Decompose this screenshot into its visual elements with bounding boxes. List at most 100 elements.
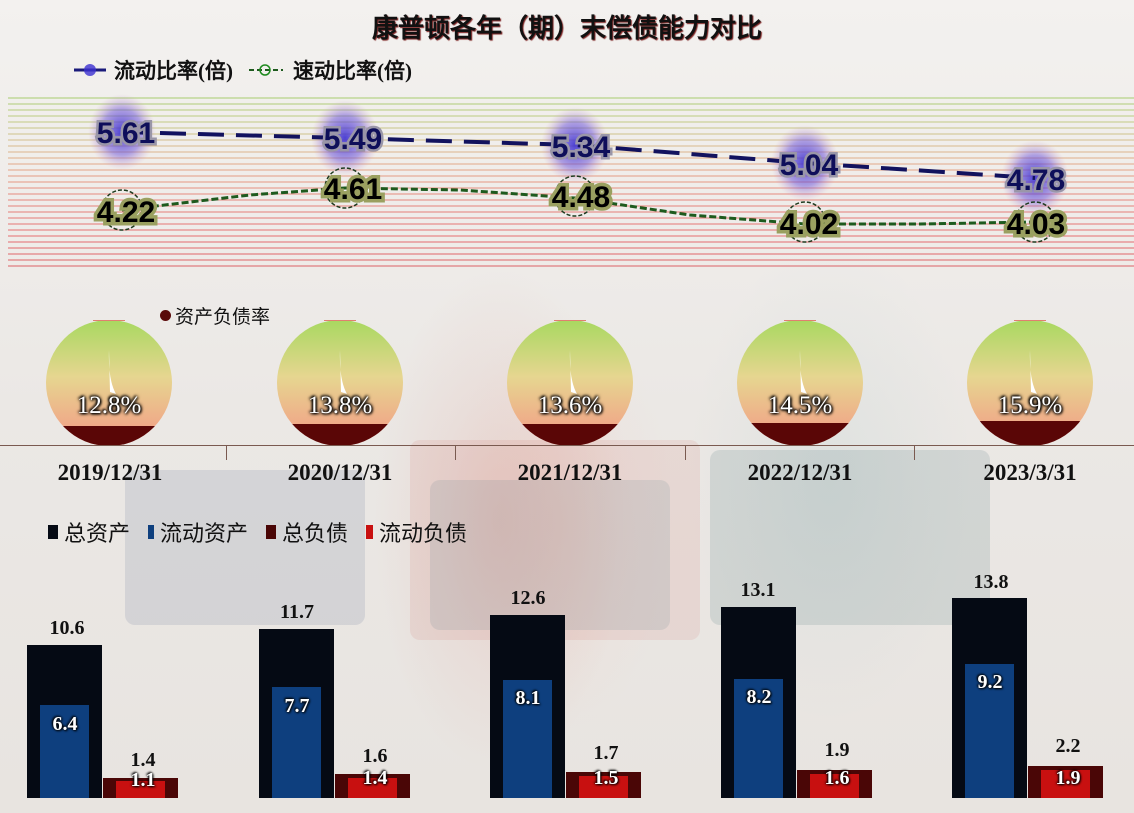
pie-graphic	[46, 319, 172, 446]
quick-ratio-label: 4.03	[1007, 208, 1065, 241]
current-liabilities-value: 1.5	[593, 767, 619, 789]
bar-legend: 总资产 流动资产 总负债 流动负债	[48, 516, 467, 548]
bar-current-liabilities	[1041, 770, 1090, 798]
bar-current-liabilities	[579, 776, 628, 798]
current-liabilities-value: 1.4	[362, 767, 388, 789]
current-ratio-label: 4.78	[1007, 164, 1065, 197]
current-ratio-line	[121, 130, 1036, 180]
legend-item-total-assets: 总资产	[48, 516, 130, 548]
axis-tick	[455, 445, 456, 460]
period-label: 2021/12/31	[517, 460, 623, 485]
legend-item-current-liabilities: 流动负债	[366, 516, 467, 548]
category-axis	[0, 445, 1134, 446]
legend-swatch-icon	[48, 525, 58, 539]
debt-ratio-value: 12.8%	[76, 392, 142, 419]
debt-ratio-pie: 13.6%	[507, 319, 633, 446]
total-liabilities-value: 1.9	[824, 739, 850, 761]
legend-label-current-liabilities: 流动负债	[379, 521, 468, 546]
bar-current-assets	[734, 679, 783, 798]
bar-current-assets	[272, 687, 321, 798]
debt-ratio-value: 15.9%	[997, 392, 1063, 419]
legend-swatch-icon	[148, 525, 155, 539]
total-liabilities-value: 1.7	[593, 742, 619, 764]
current-assets-value: 7.7	[284, 695, 310, 717]
debt-ratio-legend: 资产负债率	[160, 302, 270, 329]
legend-swatch-icon	[266, 525, 277, 539]
legend-marker-quick-ratio-icon	[249, 64, 283, 76]
background-product-image	[410, 440, 700, 640]
quick-ratio-label: 4.61	[324, 173, 382, 206]
axis-tick	[226, 445, 227, 460]
bar-current-assets	[503, 680, 552, 798]
background-product-image	[710, 450, 990, 625]
quick-ratio-label: 4.02	[780, 208, 838, 241]
current-ratio-markers	[88, 94, 1069, 216]
current-assets-value: 8.1	[515, 687, 541, 709]
debt-ratio-value: 13.8%	[307, 392, 373, 419]
legend-marker-debt-ratio-icon	[160, 310, 171, 321]
current-ratio-label: 5.49	[324, 123, 382, 156]
quick-ratio-labels: 4.22 4.61 4.48 4.02 4.03	[93, 170, 1068, 245]
axis-tick	[914, 445, 915, 460]
total-liabilities-value: 1.6	[362, 745, 388, 767]
legend-item-current-ratio: 流动比率(倍)	[72, 55, 233, 85]
total-liabilities-value: 1.4	[130, 749, 156, 771]
current-assets-value: 8.2	[746, 686, 772, 708]
debt-ratio-value: 14.5%	[767, 392, 833, 419]
legend-label-current-ratio: 流动比率(倍)	[114, 59, 233, 83]
total-assets-value: 13.1	[740, 579, 776, 601]
pie-graphic	[277, 319, 403, 446]
period-label: 2019/12/31	[57, 460, 163, 485]
pie-graphic	[507, 319, 633, 446]
axis-tick	[685, 445, 686, 460]
current-ratio-labels: 5.61 5.49 5.34 5.04 4.78	[94, 115, 1067, 200]
bar-current-liabilities	[116, 781, 165, 798]
current-ratio-label: 5.04	[780, 149, 839, 182]
legend-swatch-icon	[366, 525, 374, 539]
legend-label-total-assets: 总资产	[64, 521, 131, 546]
current-assets-value: 6.4	[52, 713, 78, 735]
bar-current-liabilities	[348, 778, 397, 798]
bar-current-assets	[965, 664, 1014, 798]
total-liabilities-value: 2.2	[1055, 735, 1081, 757]
legend-label-current-assets: 流动资产	[160, 521, 249, 546]
legend-marker-current-ratio-icon	[74, 64, 106, 76]
gridlines	[8, 97, 1134, 267]
period-label: 2022/12/31	[747, 460, 853, 485]
quick-ratio-label: 4.22	[97, 196, 155, 229]
total-assets-value: 13.8	[973, 571, 1009, 593]
pie-graphic	[737, 319, 863, 446]
ratio-line-chart: 5.61 5.49 5.34 5.04 4.78 4.22 4.61 4.48 …	[8, 94, 1134, 267]
current-liabilities-value: 1.6	[824, 767, 850, 789]
legend-item-total-liabilities: 总负债	[266, 516, 348, 548]
chart-title: 康普顿各年（期）末偿债能力对比	[371, 14, 762, 43]
debt-ratio-pie: 14.5%	[737, 319, 863, 446]
bar-current-assets	[40, 705, 89, 798]
ratio-legend: 流动比率(倍) 速动比率(倍)	[72, 55, 412, 85]
total-assets-value: 11.7	[280, 601, 314, 623]
current-assets-value: 9.2	[977, 671, 1003, 693]
current-liabilities-value: 1.1	[130, 769, 156, 791]
quick-ratio-markers	[101, 167, 1056, 243]
background-product-image	[430, 480, 670, 630]
total-assets-value: 12.6	[510, 587, 546, 609]
legend-label-debt-ratio: 资产负债率	[175, 307, 271, 328]
current-ratio-label: 5.34	[552, 131, 611, 164]
quick-ratio-label: 4.48	[552, 181, 610, 214]
debt-ratio-pie: 15.9%	[967, 319, 1093, 446]
bar-current-liabilities	[810, 774, 859, 798]
quick-ratio-line	[121, 186, 1036, 226]
debt-ratio-pie: 13.8%	[277, 319, 403, 446]
total-assets-value: 10.6	[49, 617, 85, 639]
period-label: 2023/3/31	[983, 460, 1077, 485]
legend-label-total-liabilities: 总负债	[282, 521, 349, 546]
legend-item-quick-ratio: 速动比率(倍)	[247, 55, 412, 85]
background-product-image	[125, 470, 365, 625]
pie-graphic	[967, 319, 1093, 446]
debt-ratio-pie: 12.8%	[46, 319, 172, 446]
period-label: 2020/12/31	[287, 460, 393, 485]
legend-label-quick-ratio: 速动比率(倍)	[293, 59, 412, 83]
debt-ratio-value: 13.6%	[537, 392, 603, 419]
current-liabilities-value: 1.9	[1055, 767, 1081, 789]
current-ratio-label: 5.61	[97, 117, 155, 150]
